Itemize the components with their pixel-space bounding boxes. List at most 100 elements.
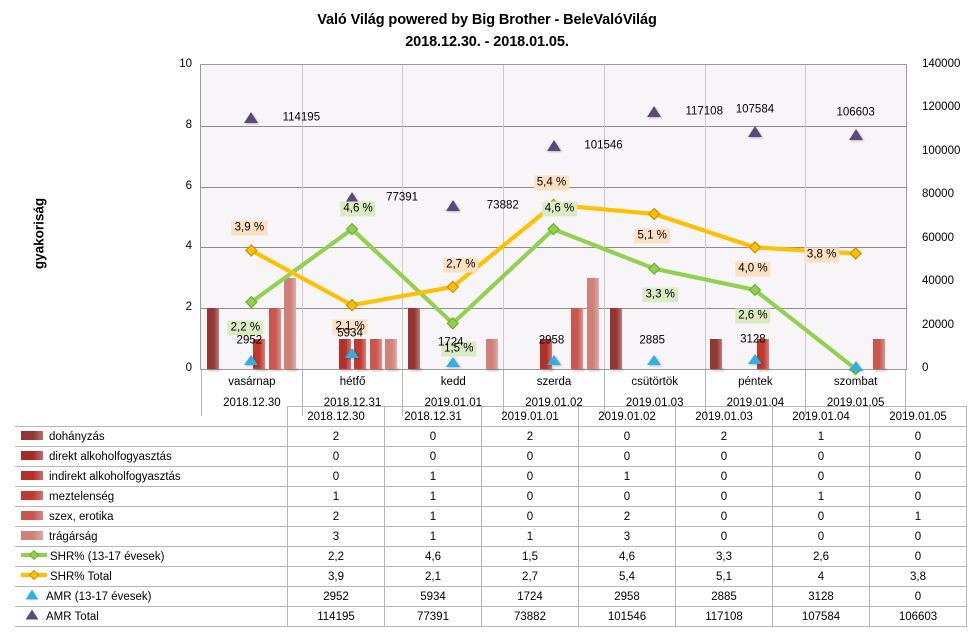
line-marker-diamond: [748, 283, 762, 297]
amr-total-label: 114195: [282, 111, 321, 124]
table-row: SHR% Total 3,9 2,1 2,7 5,4 5,1 4 3,8: [15, 566, 967, 587]
table-row: AMR Total 114195 77391 73882 101546 117108 107…: [15, 606, 967, 627]
legend-label-text: direkt alkoholfogyasztás: [49, 450, 172, 463]
legend-row-label: meztelenség: [15, 486, 288, 507]
amr-total-label: 77391: [386, 191, 419, 204]
legend-row-label: SHR% Total: [15, 566, 288, 587]
table-cell: 2958: [578, 586, 676, 607]
legend-row-label: SHR% (13-17 évesek): [15, 546, 288, 567]
table-cell: 0: [481, 466, 579, 487]
shr-total-label: 5,1 %: [634, 228, 670, 244]
category-day-label: péntek: [738, 376, 773, 388]
table-cell: 3128: [772, 586, 870, 607]
table-cell: 0: [772, 506, 870, 527]
legend-row-label: indirekt alkoholfogyasztás: [15, 466, 288, 487]
amr-youth-triangle-marker: [546, 354, 561, 365]
category-day-label: csütörtök: [631, 376, 679, 388]
shr-youth-label: 3,3 %: [642, 287, 678, 303]
table-cell: 107584: [772, 606, 870, 627]
shr-youth-label: 4,6 %: [340, 201, 376, 217]
bar-fill: [873, 338, 886, 369]
line-series: [249, 202, 858, 308]
category-axis-cell: szombat 2019.01.05: [805, 370, 906, 416]
amr-total-label: 117108: [685, 105, 723, 118]
bar-fill: [408, 308, 421, 369]
gridline: [201, 125, 906, 127]
amr-total-triangle-marker: [244, 112, 259, 124]
table-cell: 4: [772, 566, 870, 587]
table-cell: 0: [384, 426, 482, 447]
amr-total-triangle-marker: [345, 191, 360, 203]
amr-youth-triangle-marker: [445, 357, 460, 368]
table-cell: 1: [772, 426, 870, 447]
table-cell: 0: [772, 446, 870, 467]
table-cell: 2,7: [481, 566, 579, 587]
line-marker-diamond: [446, 317, 460, 330]
table-cell: 0: [869, 546, 967, 567]
legend-line-marker: [18, 570, 50, 581]
table-cell: 5934: [384, 586, 482, 607]
table-cell: 1: [772, 486, 870, 507]
y-right-tick: 60000: [922, 231, 954, 244]
table-cell: 0: [869, 586, 967, 607]
y-left-tick: 4: [185, 240, 192, 253]
category-day-label: vasárnap: [228, 376, 276, 388]
table-cell: 0: [675, 526, 773, 547]
bar: [206, 308, 221, 371]
bar: [586, 277, 600, 371]
table-cell: 0: [675, 446, 773, 467]
table-cell: 0: [287, 446, 385, 467]
amr-total-triangle-marker: [445, 199, 460, 211]
bar-fill: [710, 338, 723, 369]
table-column-header: 2018.12.30: [287, 406, 385, 427]
amr-youth-label: 2885: [639, 334, 665, 347]
table-cell: 3: [287, 526, 385, 547]
table-cell: 0: [675, 486, 773, 507]
shr-youth-label: 2,6 %: [735, 308, 771, 324]
legend-row-label: direkt alkoholfogyasztás: [15, 446, 288, 467]
table-column-header: 2019.01.03: [675, 406, 773, 427]
shr-total-label: 2,7 %: [443, 257, 479, 273]
amr-youth-triangle-marker: [747, 354, 762, 365]
table-cell: 117108: [675, 606, 773, 627]
table-cell: 1: [384, 486, 482, 507]
bar-fill: [485, 338, 498, 369]
amr-youth-label: 2958: [538, 334, 565, 347]
legend-row-label: AMR Total: [15, 606, 288, 627]
bar-fill: [609, 308, 622, 369]
y-right-tick: 20000: [922, 318, 954, 331]
legend-label-text: dohányzás: [49, 430, 105, 443]
page-title: Való Világ powered by Big Brother - Bele…: [0, 0, 974, 53]
legend-label-text: trágárság: [49, 530, 98, 543]
table-cell: 0: [869, 426, 967, 447]
category-day-label: szerda: [536, 376, 572, 388]
table-cell: 2885: [675, 586, 773, 607]
table-cell: 0: [869, 526, 967, 547]
table-cell: 3,3: [675, 546, 773, 567]
y-right-tick: 120000: [922, 101, 961, 114]
gridline: [201, 308, 906, 310]
amr-youth-label: 2952: [236, 334, 263, 347]
bar-shadow: [208, 368, 221, 371]
legend-color-swatch: [21, 510, 43, 520]
table-cell: 1: [869, 506, 967, 527]
bar: [710, 338, 724, 371]
amr-total-label: 107584: [735, 103, 775, 116]
table-column-header: 2019.01.05: [869, 406, 967, 427]
table-cell: 5,4: [578, 566, 676, 587]
table-cell: 0: [869, 446, 967, 467]
table-cell: 106603: [869, 606, 967, 627]
y-right-tick: 80000: [922, 188, 954, 201]
table-cell: 2952: [287, 586, 385, 607]
table-row: SHR% (13-17 évesek) 2,2 4,6 1,5 4,6 3,3 2,6 0: [15, 546, 967, 567]
table-cell: 2,1: [384, 566, 482, 587]
category-separator: [603, 65, 605, 369]
amr-youth-label: 1724: [437, 336, 464, 349]
table-cell: 0: [384, 446, 482, 467]
table-row: szex, erotika 2 1 0 2 0 0 1: [15, 506, 967, 527]
bar-fill: [284, 277, 297, 369]
y-left-tick: 10: [179, 58, 192, 70]
amr-youth-triangle-marker: [244, 354, 259, 365]
table-column-header: 2019.01.01: [481, 406, 579, 427]
bar: [385, 338, 399, 371]
